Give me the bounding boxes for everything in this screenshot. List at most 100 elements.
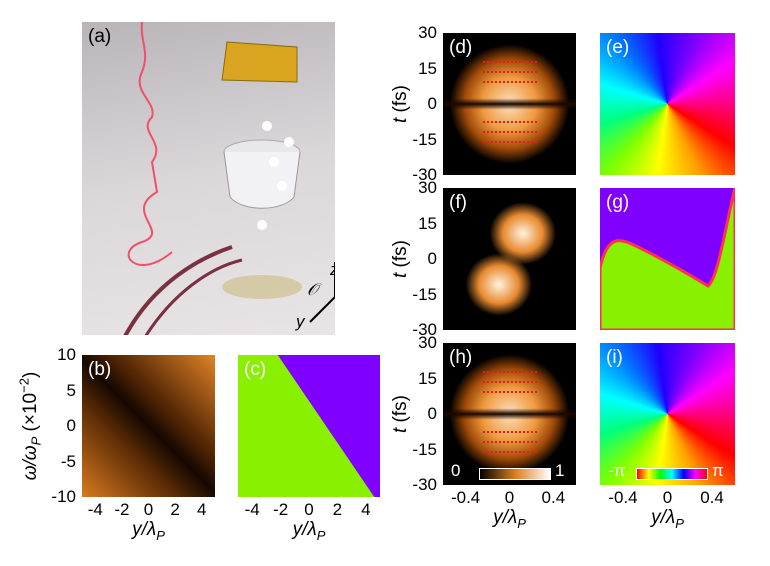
x-tick-label: -0.4 (450, 488, 481, 507)
panel-label: (e) (606, 37, 630, 58)
y-tick-label: -10 (51, 487, 76, 506)
panel-label: (b) (88, 359, 112, 380)
label-part: ω/ω (19, 445, 41, 481)
field-arrows (483, 441, 537, 443)
y-tick-label: -15 (412, 439, 437, 459)
y-axis-label: ω/ωP (×10−2) (16, 372, 43, 481)
panel-label: (d) (449, 37, 473, 58)
y-axis-label: t (fs) (390, 240, 412, 278)
x-tick-label: 2 (332, 500, 343, 519)
field-arrows (483, 371, 537, 373)
y-tick-label: 15 (418, 58, 437, 78)
panel-label: (i) (606, 347, 623, 368)
label-part: P (675, 515, 684, 531)
field-arrows (483, 71, 537, 73)
panel-f: (f) (443, 188, 576, 330)
illustration (123, 22, 335, 335)
label-part: P (28, 436, 44, 446)
label-part: P (517, 515, 526, 531)
axis-label: 𝒪 (307, 280, 318, 299)
y-tick-label: 15 (418, 213, 437, 233)
panel-label: (a) (88, 26, 112, 47)
label-part: (fs) (390, 85, 411, 118)
label-part: y/λ (493, 507, 518, 528)
label-part: (×10 (19, 392, 41, 437)
y-axis-label: t (fs) (390, 395, 412, 433)
field-arrows (483, 391, 537, 393)
colorbar (479, 468, 551, 480)
y-tick-label: -30 (412, 475, 437, 494)
x-tick-label: 0 (504, 488, 515, 507)
field-arrows (483, 81, 537, 83)
colorbar-label: 0 (451, 461, 461, 480)
x-tick-label: 0 (143, 500, 154, 519)
panel-label: (h) (449, 347, 473, 368)
phase-region (600, 188, 735, 330)
field-arrows (483, 381, 537, 383)
x-tick-label: 0.4 (700, 488, 724, 507)
x-tick-label: -4 (244, 500, 260, 519)
y-tick-label: 0 (66, 416, 76, 435)
y-tick-label: 30 (418, 333, 437, 352)
y-tick-label: 5 (66, 380, 76, 400)
panel-c: (c) (238, 355, 380, 497)
x-tick-label: -2 (114, 500, 130, 519)
field-arrows (483, 451, 537, 453)
label-part: y/λ (651, 507, 676, 528)
axis-label: z (330, 260, 335, 280)
x-tick-label: 0.4 (541, 488, 566, 507)
field-arrows (483, 431, 537, 433)
y-tick-label: 15 (418, 368, 437, 388)
field-arrows (483, 141, 537, 143)
label-part: t (390, 272, 411, 278)
x-axis-label: y/λP (493, 507, 526, 531)
x-tick-label: 0 (662, 488, 673, 507)
x-tick-label: 2 (170, 500, 180, 519)
panel-d: (d) (443, 33, 576, 175)
x-tick-label: 0 (304, 500, 314, 519)
y-tick-label: -30 (412, 320, 437, 339)
panel-b: (b) (82, 355, 215, 497)
y-tick-label: 30 (418, 178, 437, 197)
field-arrows (483, 121, 537, 123)
x-tick-label: -2 (273, 500, 289, 519)
label-part: t (390, 427, 411, 433)
y-tick-label: 0 (427, 249, 437, 268)
y-tick-label: 0 (427, 404, 437, 423)
x-axis-label: y/λP (293, 519, 326, 543)
label-part: (fs) (390, 240, 411, 273)
x-tick-label: -4 (87, 500, 103, 519)
panel-i: (i) -π π (600, 343, 735, 485)
label-part: y/λ (132, 519, 157, 540)
panel-e: (e) (600, 33, 735, 175)
x-axis-label: y/λP (132, 519, 165, 543)
label-part: (fs) (390, 395, 411, 428)
y-tick-label: 30 (418, 23, 437, 42)
x-axis-label: y/λP (651, 507, 684, 531)
y-tick-label: 0 (427, 94, 437, 113)
colorbar (636, 468, 708, 480)
label-part: P (316, 527, 326, 543)
label-part: P (156, 527, 165, 543)
axis-label: y (296, 312, 305, 331)
field-arrows (483, 61, 537, 63)
label-part: t (390, 117, 411, 123)
y-tick-label: -5 (60, 451, 76, 471)
x-tick-label: 4 (361, 500, 371, 519)
panel-label: (c) (244, 359, 267, 380)
x-tick-label: -0.4 (608, 488, 638, 507)
colorbar-label: -π (608, 461, 626, 480)
panel-label: (f) (449, 192, 467, 213)
label-part: y/λ (292, 519, 317, 540)
y-tick-label: -30 (412, 165, 437, 184)
label-part: ) (19, 371, 41, 379)
y-tick-label: -15 (412, 284, 437, 304)
colorbar-label: 1 (555, 461, 565, 480)
panel-h: (h) 0 1 (443, 343, 576, 485)
panel-g: (g) (600, 188, 735, 330)
y-tick-label: -15 (412, 129, 437, 149)
panel-a: (a) z 𝒪 y x (82, 22, 335, 335)
field-arrows (483, 131, 537, 133)
colorbar-label: π (712, 461, 724, 480)
